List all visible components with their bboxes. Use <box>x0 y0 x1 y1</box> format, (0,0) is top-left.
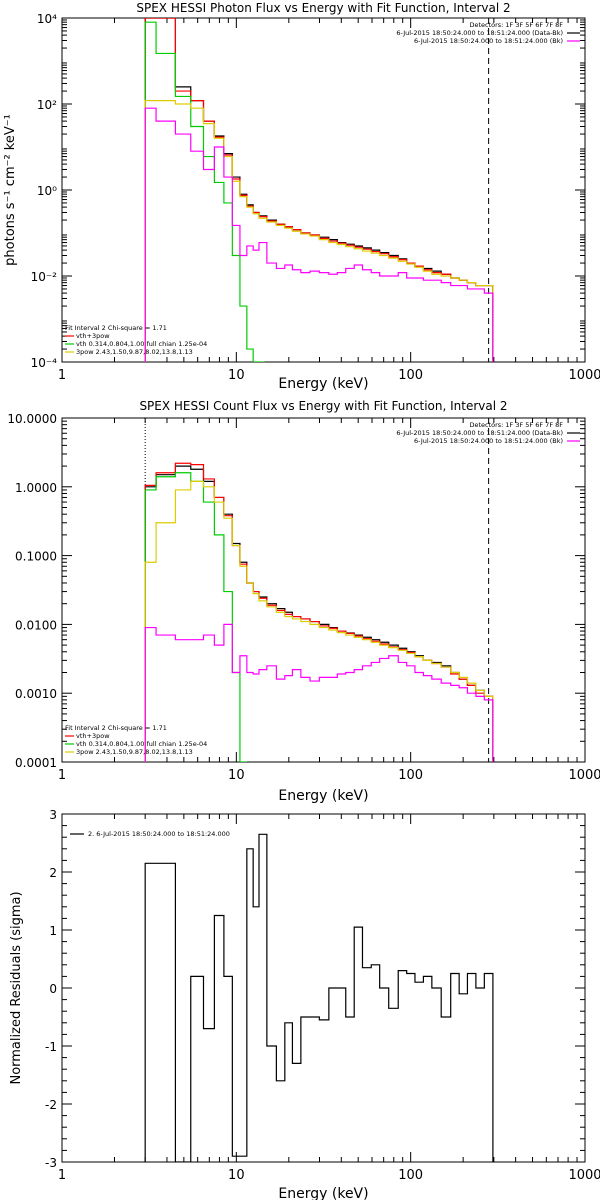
legend-bottom-left-entry: vth+3pow <box>76 732 110 740</box>
y-tick-label: 10⁻² <box>31 270 58 284</box>
y-axis-label: photons s⁻¹ cm⁻² keV⁻¹ <box>3 114 18 266</box>
y-tick-label: 10.0000 <box>7 412 57 426</box>
series-4-line <box>144 480 494 762</box>
series-1-line <box>144 18 494 362</box>
y-tick-label: 10⁰ <box>37 184 57 198</box>
series-1-line <box>144 833 494 1162</box>
legend-bottom-left-entry: vth+3pow <box>76 332 110 340</box>
x-tick-label: 10 <box>228 1168 245 1183</box>
x-tick-label: 10 <box>228 368 245 383</box>
x-tick-label: 100 <box>398 768 423 783</box>
y-tick-label: 1 <box>49 924 57 938</box>
y-tick-label: 0.0100 <box>15 618 57 632</box>
y-tick-label: -1 <box>45 1040 57 1054</box>
x-tick-label: 1000 <box>568 1168 600 1183</box>
y-tick-label: 3 <box>49 808 57 822</box>
series-3-line <box>144 21 265 362</box>
chart-panel-2: SPEX HESSI Count Flux vs Energy with Fit… <box>7 399 600 804</box>
y-tick-label: 0.0010 <box>15 687 57 701</box>
legend-top-right-entry: 6-Jul-2015 18:50:24.000 to 18:51:24.000 … <box>414 37 563 45</box>
legend-top-right-entry: 6-Jul-2015 18:50:24.000 to 18:51:24.000 … <box>414 437 563 445</box>
x-tick-label: 10 <box>228 768 245 783</box>
legend-bottom-left-entry: 3pow 2.43,1.50,9.87,8.02,13.8,1.13 <box>76 748 193 756</box>
x-axis-label: Energy (keV) <box>278 376 368 392</box>
y-axis-label: Normalized Residuals (sigma) <box>9 891 24 1084</box>
legend-bottom-left-entry: Fit Interval 2 Chi-square = 1.71 <box>65 724 167 732</box>
series-2-line <box>144 18 494 362</box>
series-1-line <box>144 465 494 762</box>
chart-panel-3: 1 10 100 1000 Energy (keV) -3 -2 -1 0 1 2 3 Normaliz… <box>9 808 600 1200</box>
x-tick-label: 100 <box>398 1168 423 1183</box>
series-5-line <box>144 107 494 362</box>
legend-top-left-entry: 2. 6-Jul-2015 18:50:24.000 to 18:51:24.0… <box>88 830 230 838</box>
x-tick-label: 1 <box>58 768 66 783</box>
legend-top-right-entry: 6-Jul-2015 18:50:24.000 to 18:51:24.000 … <box>396 29 563 37</box>
legend-bottom-left-entry: vth 0.314,0.804,1.00 full chian 1.25e-04 <box>76 340 207 348</box>
y-tick-label: 10⁻⁴ <box>31 356 58 370</box>
chart-title: SPEX HESSI Count Flux vs Energy with Fit… <box>139 399 507 413</box>
plot-frame <box>61 813 586 1163</box>
legend-top-right-entry: Detectors: 1F 3F 5F 6F 7F 8F <box>469 21 563 29</box>
x-tick-label: 1 <box>58 368 66 383</box>
y-tick-label: -2 <box>45 1098 57 1112</box>
plot-frame <box>61 417 586 763</box>
legend-top-right-entry: 6-Jul-2015 18:50:24.000 to 18:51:24.000 … <box>396 429 563 437</box>
x-tick-label: 1 <box>58 1168 66 1183</box>
y-tick-label: -3 <box>45 1156 57 1170</box>
y-tick-label: 1.0000 <box>15 481 57 495</box>
x-axis-label: Energy (keV) <box>278 1186 368 1200</box>
x-tick-label: 1000 <box>568 368 600 383</box>
y-tick-label: 0.1000 <box>15 550 57 564</box>
legend-bottom-left-entry: Fit Interval 2 Chi-square = 1.71 <box>65 324 167 332</box>
x-axis-label: Energy (keV) <box>278 788 368 804</box>
legend-bottom-left-entry: 3pow 2.43,1.50,9.87,8.02,13.8,1.13 <box>76 348 193 356</box>
series-2-line <box>144 462 494 762</box>
legend-top-right-entry: Detectors: 1F 3F 5F 6F 7F 8F <box>469 421 563 429</box>
y-tick-label: 10² <box>37 98 57 112</box>
y-tick-label: 2 <box>49 866 57 880</box>
chart-panel-1: SPEX HESSI Photon Flux vs Energy with Fi… <box>3 1 600 392</box>
series-5-line <box>144 623 494 762</box>
x-tick-label: 1000 <box>568 768 600 783</box>
y-tick-label: 0 <box>49 982 57 996</box>
chart-title: SPEX HESSI Photon Flux vs Energy with Fi… <box>136 1 510 15</box>
series-4-line <box>144 99 494 362</box>
y-tick-label: 0.0001 <box>15 756 57 770</box>
legend-bottom-left-entry: vth 0.314,0.804,1.00 full chian 1.25e-04 <box>76 740 207 748</box>
x-tick-label: 100 <box>398 368 423 383</box>
y-tick-label: 10⁴ <box>37 12 57 26</box>
plot-frame <box>61 17 586 363</box>
